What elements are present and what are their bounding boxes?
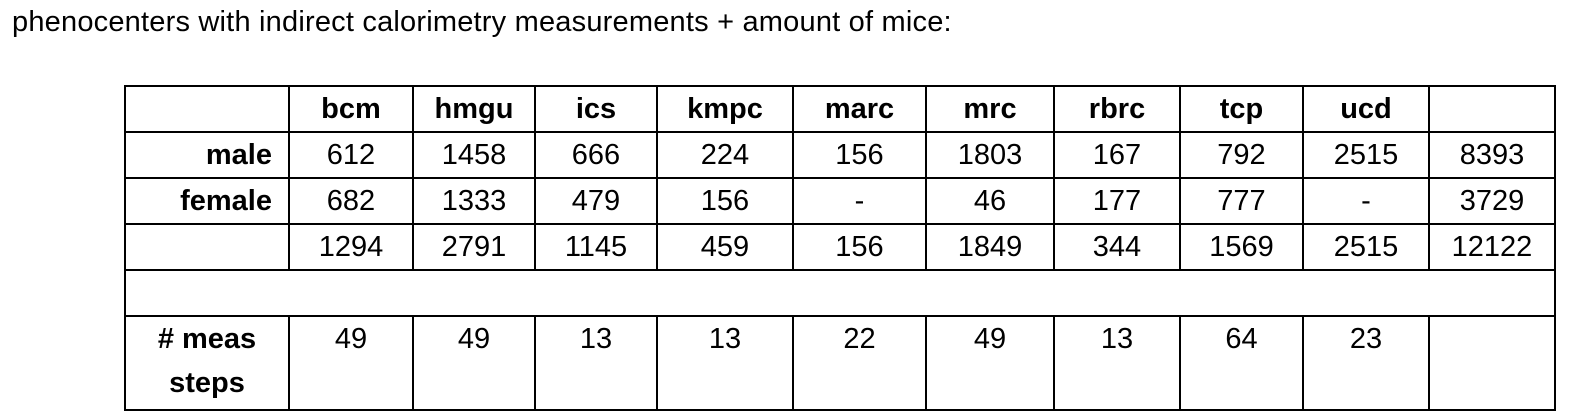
table-cell: 46	[925, 177, 1055, 225]
column-header: mrc	[925, 85, 1055, 133]
table-cell: 13	[534, 315, 658, 411]
table-row-total: 1294 2791 1145 459 156 1849 344 1569 251…	[124, 223, 1556, 271]
table-cell: 2515	[1302, 223, 1430, 271]
table-cell: 156	[656, 177, 794, 225]
separator-cell	[124, 269, 1556, 317]
table-cell: 1294	[288, 223, 414, 271]
table-cell: 1145	[534, 223, 658, 271]
column-header: ucd	[1302, 85, 1430, 133]
table-cell: -	[1302, 177, 1430, 225]
column-header: bcm	[288, 85, 414, 133]
table-cell: 612	[288, 131, 414, 179]
row-label: female	[124, 177, 290, 225]
table-cell: 22	[792, 315, 927, 411]
corner-cell	[124, 85, 290, 133]
column-header: rbrc	[1053, 85, 1181, 133]
table-cell: 1569	[1179, 223, 1304, 271]
table-cell: 479	[534, 177, 658, 225]
column-header	[1428, 85, 1556, 133]
total-cell: 8393	[1428, 131, 1556, 179]
table-cell: 13	[656, 315, 794, 411]
table-row-female: female 682 1333 479 156 - 46 177 777 - 3…	[124, 177, 1556, 225]
column-header: hmgu	[412, 85, 536, 133]
table-cell: 167	[1053, 131, 1181, 179]
column-header: marc	[792, 85, 927, 133]
table-cell: 224	[656, 131, 794, 179]
row-label: male	[124, 131, 290, 179]
table-cell: 682	[288, 177, 414, 225]
table-cell	[1428, 315, 1556, 411]
empty-separator-row	[124, 269, 1556, 317]
table-cell: 177	[1053, 177, 1181, 225]
table-cell: 156	[792, 223, 927, 271]
table-cell: -	[792, 177, 927, 225]
table-cell: 1333	[412, 177, 536, 225]
table-cell: 156	[792, 131, 927, 179]
table-row-meas-steps: # meas steps 49 49 13 13 22 49 13 64 23	[124, 315, 1556, 411]
row-label-line: # meas	[157, 323, 257, 355]
table-cell: 49	[925, 315, 1055, 411]
total-cell: 12122	[1428, 223, 1556, 271]
table-cell: 2515	[1302, 131, 1430, 179]
table-cell: 1458	[412, 131, 536, 179]
table-cell: 49	[412, 315, 536, 411]
header-row: bcm hmgu ics kmpc marc mrc rbrc tcp ucd	[124, 85, 1556, 133]
table-row-male: male 612 1458 666 224 156 1803 167 792 2…	[124, 131, 1556, 179]
table-cell: 49	[288, 315, 414, 411]
row-label-line: steps	[169, 367, 245, 399]
table-cell: 777	[1179, 177, 1304, 225]
table-cell: 1849	[925, 223, 1055, 271]
column-header: tcp	[1179, 85, 1304, 133]
table-cell: 13	[1053, 315, 1181, 411]
table-cell: 1803	[925, 131, 1055, 179]
row-label: # meas steps	[124, 315, 290, 411]
table-cell: 792	[1179, 131, 1304, 179]
table-cell: 344	[1053, 223, 1181, 271]
total-cell: 3729	[1428, 177, 1556, 225]
row-label	[124, 223, 290, 271]
table-cell: 2791	[412, 223, 536, 271]
table-cell: 666	[534, 131, 658, 179]
phenocenter-table: bcm hmgu ics kmpc marc mrc rbrc tcp ucd …	[124, 85, 1556, 411]
column-header: ics	[534, 85, 658, 133]
page-heading: phenocenters with indirect calorimetry m…	[12, 6, 952, 38]
column-header: kmpc	[656, 85, 794, 133]
table-cell: 459	[656, 223, 794, 271]
table-cell: 64	[1179, 315, 1304, 411]
table-cell: 23	[1302, 315, 1430, 411]
